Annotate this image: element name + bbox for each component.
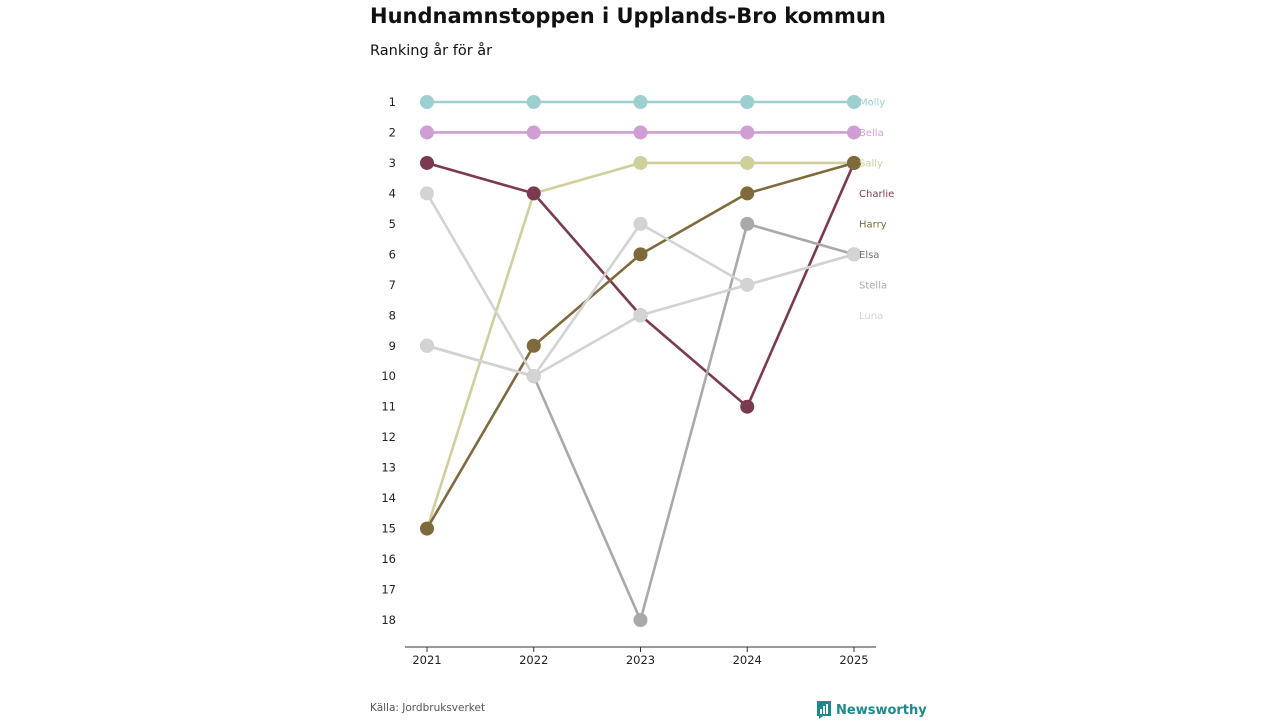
brand-logo: Newsworthy <box>816 700 927 720</box>
x-tick-label: 2021 <box>412 653 441 667</box>
end-label-luna: Luna <box>859 311 883 322</box>
series-point <box>633 308 648 323</box>
series-point-molly <box>420 95 434 109</box>
series-line-charlie <box>425 161 856 409</box>
series-points <box>420 95 861 627</box>
chart-title: Hundnamnstoppen i Upplands-Bro kommun <box>370 4 886 28</box>
x-tick-label: 2022 <box>519 653 548 667</box>
y-tick-label: 8 <box>389 308 396 322</box>
end-label-harry: Harry <box>859 219 887 230</box>
source-note: Källa: Jordbruksverket <box>370 702 486 714</box>
series-point-molly <box>740 95 755 109</box>
series-point-sally <box>740 155 755 170</box>
y-tick-label: 9 <box>389 339 396 353</box>
y-tick-label: 3 <box>389 156 396 170</box>
y-tick-label: 4 <box>389 186 396 200</box>
series-point-bella <box>633 125 648 140</box>
y-tick-label: 18 <box>381 613 396 627</box>
end-label-molly: Molly <box>859 98 885 109</box>
series-point-molly <box>526 95 541 109</box>
series-point <box>420 338 434 353</box>
y-tick-label: 6 <box>389 247 396 261</box>
y-tick-label: 14 <box>381 491 396 505</box>
y-tick-label: 16 <box>381 552 396 566</box>
series-point-stella <box>633 612 648 627</box>
series-point <box>526 369 541 384</box>
series-point-charlie <box>526 186 541 201</box>
series-point-molly <box>847 95 861 109</box>
x-tick-label: 2024 <box>733 653 762 667</box>
y-tick-label: 7 <box>389 278 396 292</box>
series-point-harry <box>420 521 434 536</box>
series-point-luna <box>633 216 648 231</box>
newsworthy-logo-icon <box>817 701 831 719</box>
y-tick-label: 1 <box>389 95 396 109</box>
series-point-molly <box>633 95 648 109</box>
y-tick-label: 13 <box>381 461 396 475</box>
brand-name: Newsworthy <box>836 702 927 718</box>
series-point-stella <box>740 216 755 231</box>
series-point <box>847 247 861 262</box>
series-point-bella <box>740 125 755 140</box>
end-label-bella: Bella <box>859 128 884 139</box>
y-tick-label: 5 <box>389 217 396 231</box>
series-point-sally <box>633 155 648 170</box>
series-point-bella <box>420 125 434 140</box>
series-point-harry <box>740 186 755 201</box>
end-label-charlie: Charlie <box>859 189 894 200</box>
y-tick-label: 12 <box>381 430 396 444</box>
y-tick-label: 10 <box>381 369 396 383</box>
end-label-elsa: Elsa <box>859 250 879 261</box>
series-point-charlie <box>420 155 434 170</box>
series-point-charlie <box>740 399 755 414</box>
x-tick-label: 2023 <box>626 653 655 667</box>
x-axis-ticks: 2021 2022 2023 2024 2025 <box>412 647 869 667</box>
series-point-harry <box>526 338 541 353</box>
x-tick-label: 2025 <box>839 653 868 667</box>
series-point-bella <box>526 125 541 140</box>
end-label-stella: Stella <box>859 280 887 291</box>
series-point <box>740 277 755 292</box>
y-tick-label: 17 <box>381 583 396 597</box>
series-point-luna <box>420 186 434 201</box>
y-tick-label: 15 <box>381 522 396 536</box>
series-point-bella <box>847 125 861 140</box>
series-point-harry <box>847 155 861 170</box>
y-tick-label: 11 <box>381 400 396 414</box>
series-line-stella <box>425 222 856 622</box>
chart-subtitle: Ranking år för år <box>370 43 493 59</box>
y-tick-label: 2 <box>389 125 396 139</box>
end-label-sally: Sally <box>859 158 883 169</box>
series-end-labels: Molly Bella Sally Charlie Harry Elsa Stella Lun… <box>859 98 894 322</box>
series-point-harry <box>633 247 648 262</box>
series-lines <box>425 100 856 622</box>
